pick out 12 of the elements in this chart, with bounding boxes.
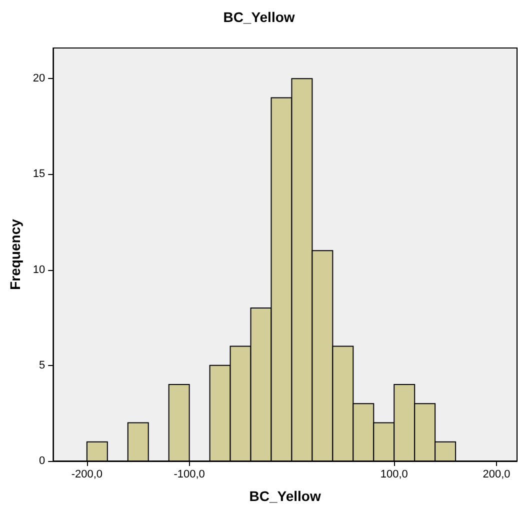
y-tick-label: 15 [32, 168, 46, 180]
y-tick-label: 0 [39, 455, 46, 467]
x-tick-label: -100,0 [174, 468, 205, 480]
x-tick-label: 200,0 [482, 468, 510, 480]
y-tick-label: 10 [32, 264, 46, 276]
x-tick-label: 100,0 [380, 468, 408, 480]
y-tick-label: 5 [39, 359, 46, 372]
x-axis-title: BC_Yellow [249, 488, 321, 504]
y-tick-label: 20 [32, 72, 46, 85]
chart-title: BC_Yellow [223, 9, 295, 25]
y-axis-title: Frequency [7, 218, 23, 290]
x-tick-label: -200,0 [71, 468, 103, 480]
